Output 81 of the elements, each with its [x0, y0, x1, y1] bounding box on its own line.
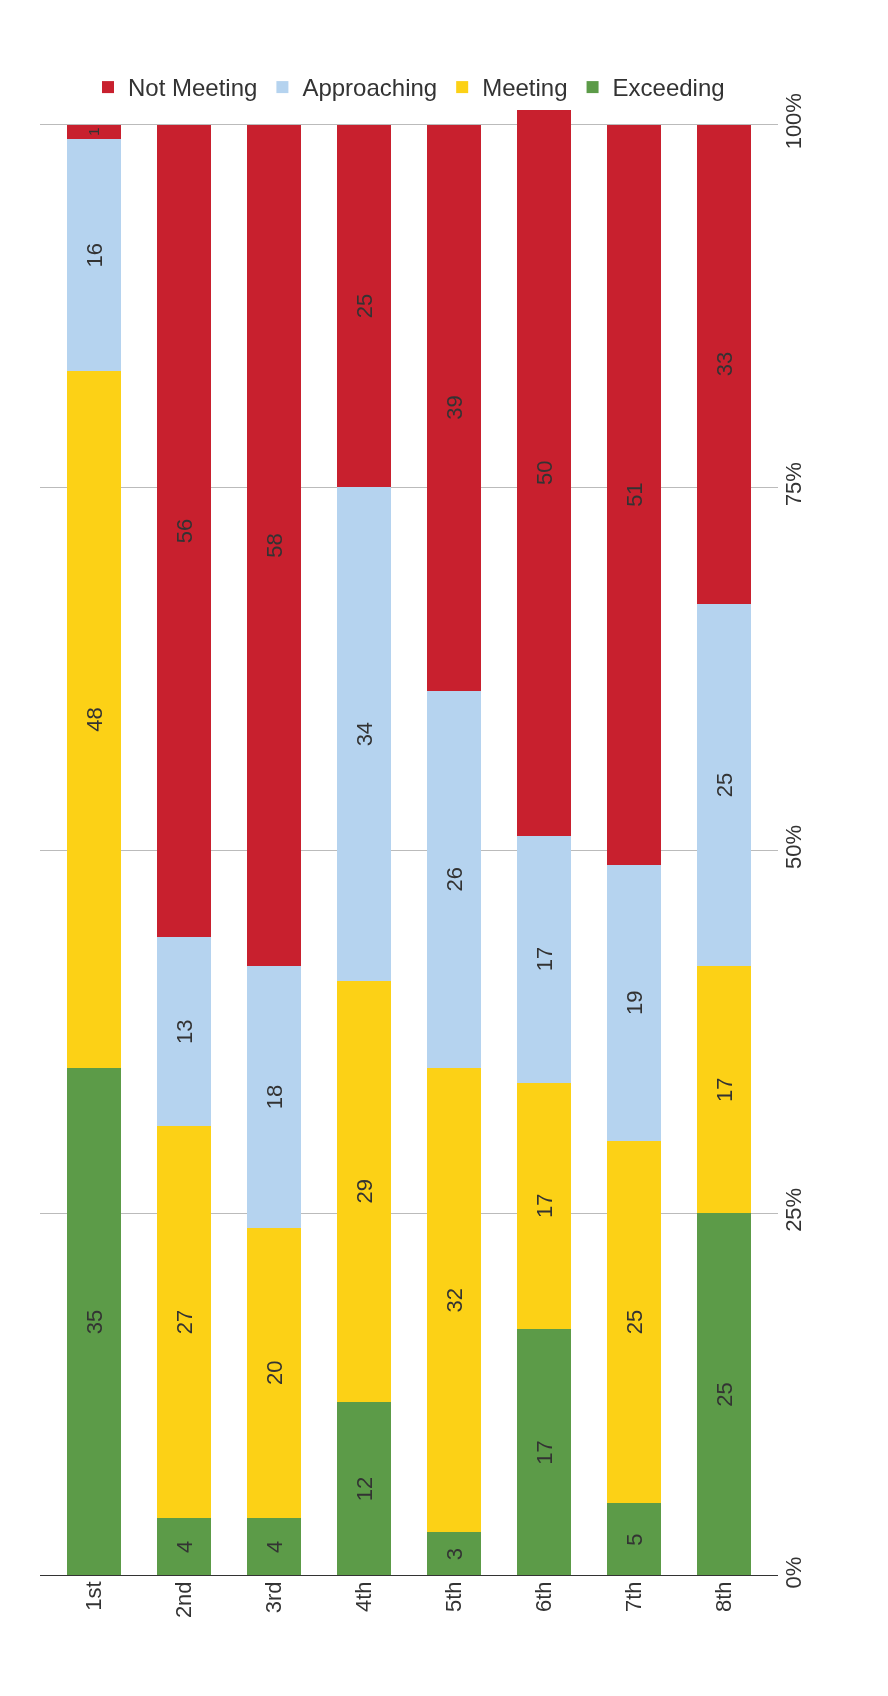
bar: [607, 864, 661, 1141]
legend-label: Not Meeting: [128, 74, 258, 102]
data-label: 25: [621, 1309, 647, 1335]
data-label: 17: [531, 1440, 557, 1465]
legend-label: Approaching: [302, 74, 438, 102]
bar: [697, 124, 751, 604]
data-label: 16: [81, 242, 107, 268]
data-label: 18: [261, 1084, 287, 1110]
bar: [427, 124, 481, 691]
data-label: 32: [441, 1287, 467, 1313]
data-label: 35: [81, 1309, 107, 1335]
data-label: 4: [171, 1540, 197, 1554]
data-label: 1: [85, 127, 103, 137]
data-label: 25: [711, 772, 737, 798]
y-tick-label: 100%: [781, 93, 806, 150]
data-label: 5: [621, 1533, 647, 1546]
x-tick-label: 6th: [531, 1581, 557, 1612]
data-label: 13: [171, 1019, 197, 1044]
legend-label: Exceeding: [612, 74, 725, 102]
data-label: 26: [441, 867, 467, 892]
y-tick-label: 25%: [781, 1187, 806, 1232]
legend-label: Meeting: [482, 74, 568, 102]
bar: [607, 1140, 661, 1504]
data-label: 34: [351, 721, 377, 747]
bar: [157, 124, 211, 938]
data-label: 50: [531, 460, 557, 486]
data-label: 56: [171, 518, 197, 544]
x-tick-label: 1st: [81, 1581, 107, 1611]
bar: [247, 1517, 301, 1576]
data-label: 51: [621, 482, 647, 507]
bar: [427, 690, 481, 1068]
bar: [337, 1401, 391, 1576]
bar: [697, 603, 751, 967]
data-label: 3: [441, 1548, 467, 1561]
data-label: 25: [711, 1382, 737, 1407]
bar: [697, 1213, 751, 1576]
bar: [517, 110, 571, 836]
bar: [427, 1067, 481, 1533]
bar: [697, 966, 751, 1214]
data-label: 39: [441, 395, 467, 420]
data-label: 17: [531, 946, 557, 972]
x-tick-label: 3rd: [261, 1581, 287, 1614]
bar: [247, 966, 301, 1228]
data-label: 19: [621, 990, 647, 1015]
bar: [157, 1126, 211, 1518]
bar: [337, 487, 391, 981]
data-label: 48: [81, 707, 107, 732]
data-label: 12: [351, 1476, 377, 1502]
bar: [607, 1503, 661, 1576]
x-tick-label: 8th: [711, 1581, 737, 1612]
x-tick-label: 7th: [621, 1581, 647, 1612]
bar: [427, 1532, 481, 1576]
bar: [67, 1067, 121, 1576]
data-label: 33: [711, 351, 737, 377]
data-label: 17: [531, 1193, 557, 1219]
data-label: 27: [171, 1309, 197, 1335]
bar: [247, 1227, 301, 1518]
bar: [67, 124, 121, 140]
data-label: 25: [351, 293, 377, 319]
data-label: 17: [711, 1077, 737, 1102]
y-tick-label: 75%: [781, 462, 806, 507]
bar: [157, 1517, 211, 1576]
data-label: 4: [261, 1540, 287, 1554]
bar: [157, 937, 211, 1127]
bar: [607, 124, 661, 865]
bar: [67, 139, 121, 372]
data-label: 29: [351, 1179, 377, 1204]
data-label: 58: [261, 533, 287, 558]
y-tick-label: 50%: [781, 824, 806, 869]
bar: [517, 835, 571, 1083]
x-tick-label: 4th: [351, 1581, 377, 1612]
bar: [67, 371, 121, 1068]
y-tick-label: 0%: [781, 1556, 806, 1589]
bar: [247, 124, 301, 967]
bar: [517, 1082, 571, 1330]
data-label: 20: [261, 1360, 287, 1386]
x-tick-label: 5th: [441, 1581, 467, 1612]
bar: [337, 124, 391, 488]
x-tick-label: 2nd: [171, 1581, 197, 1619]
bar: [337, 980, 391, 1402]
bar: [517, 1329, 571, 1576]
